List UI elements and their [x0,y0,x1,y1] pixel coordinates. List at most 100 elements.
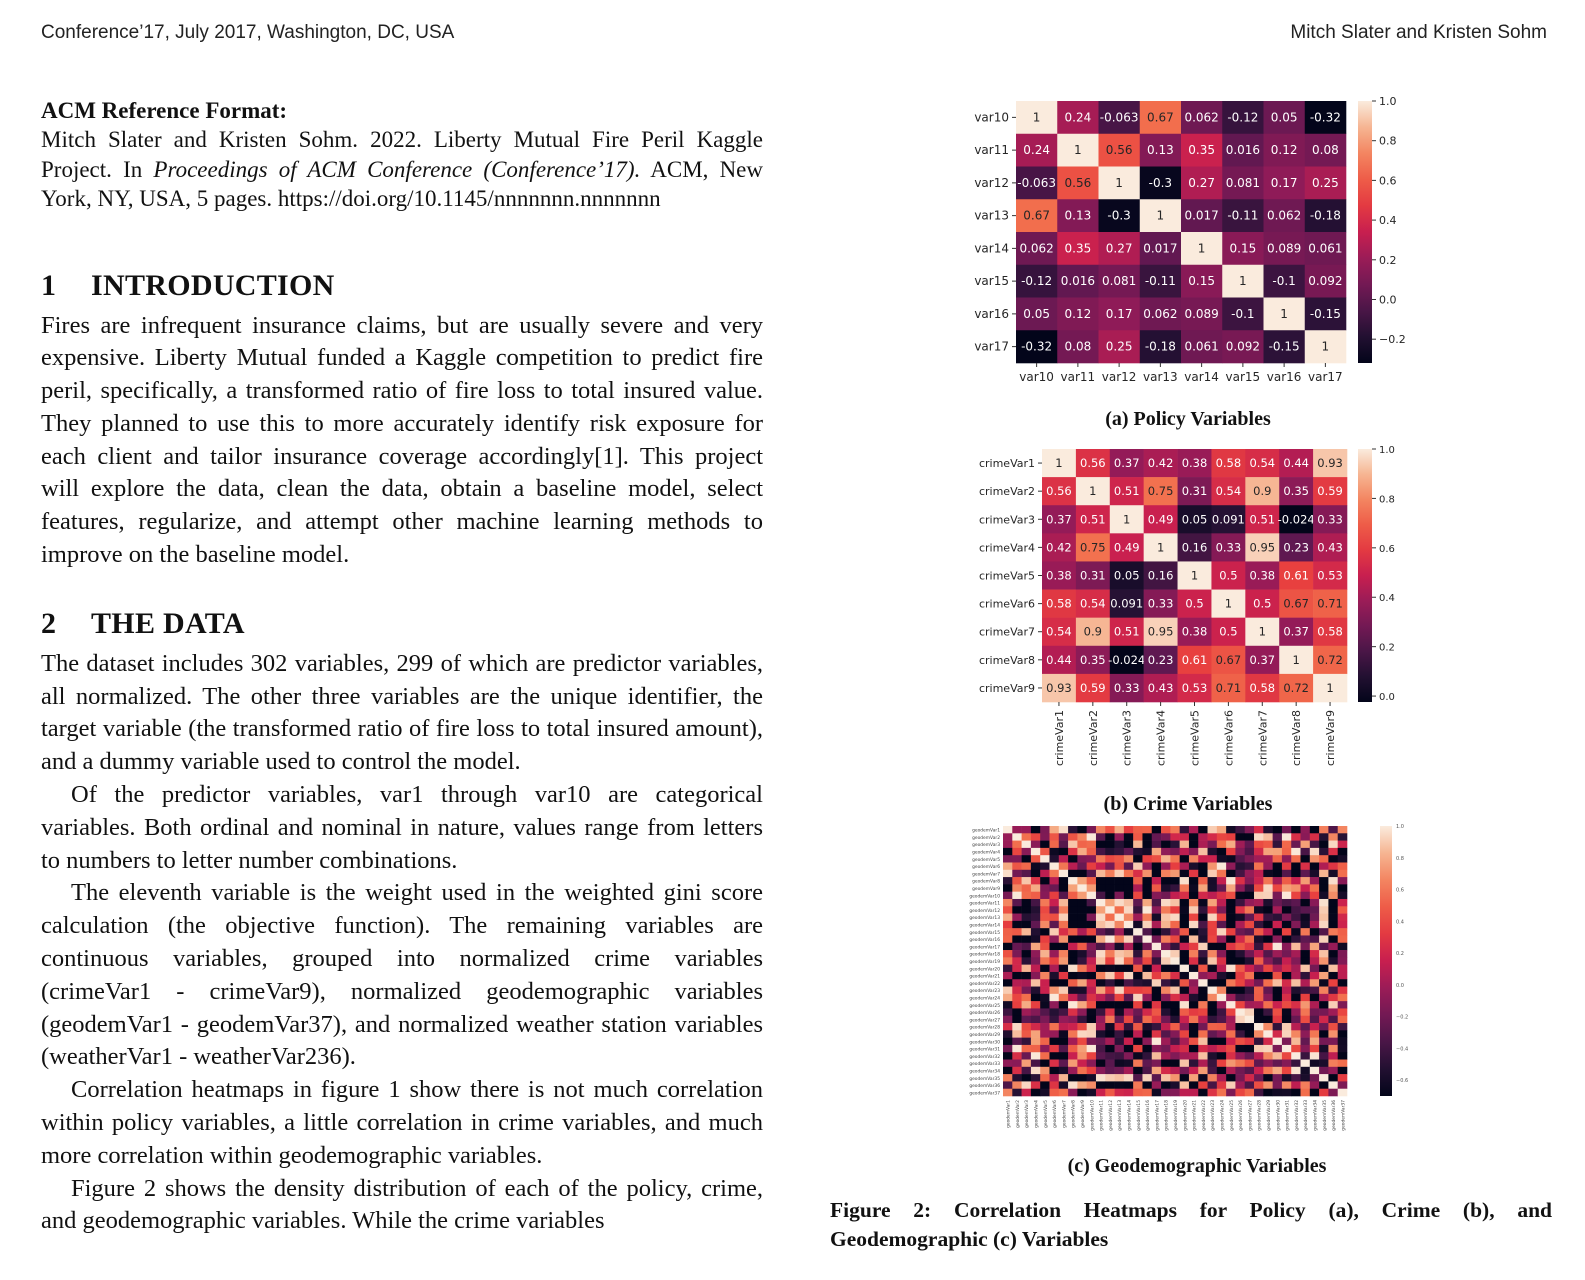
heatmap-cell [1095,862,1106,871]
x-tick-label: crimeVar2 [1087,710,1100,766]
heatmap-cell [1272,986,1283,995]
heatmap-cell [1226,986,1236,995]
heatmap-cell [1337,1081,1348,1090]
heatmap-cell [1012,1030,1022,1038]
heatmap-cell [1319,840,1329,849]
heatmap-cell [1049,855,1060,863]
heatmap-cell [1105,986,1115,995]
heatmap-cell [1300,979,1311,987]
heatmap-cell [1114,1030,1125,1038]
heatmap-cell [1188,833,1199,841]
heatmap-cell-value: 0.67 [1147,110,1174,124]
heatmap-cell-value: -0.32 [1310,110,1341,124]
heatmap-cell [1235,840,1246,849]
heatmap-cell [1319,971,1329,980]
heatmap-cell [1235,1030,1246,1038]
heatmap-cell [1016,133,1058,167]
heatmap-cell [1077,964,1087,973]
heatmap-cell [1095,898,1106,907]
heatmap-cell [1198,1015,1208,1024]
heatmap-cell [1021,1008,1032,1017]
heatmap-cell [1049,906,1060,914]
heatmap-cell [1058,847,1069,856]
heatmap-cell [1040,1015,1050,1024]
heatmap-cell [1254,1001,1264,1009]
intro-paragraph: Fires are infrequent insurance claims, b… [41,311,763,569]
heatmap-cell-value: -0.063 [1100,110,1139,124]
heatmap-cell [1151,1088,1162,1097]
heatmap-cell [1161,826,1171,834]
colorbar-tick-label: 0.0 [1379,692,1395,703]
heatmap-cell [1281,935,1292,944]
heatmap-cell [1049,950,1060,958]
heatmap-cell [1142,1037,1153,1046]
heatmap-cell [1030,971,1041,980]
heatmap-cell [1170,855,1180,863]
heatmap-cell-value: 0.062 [1019,241,1053,255]
x-tick-label: geodemVar7 [1061,1100,1067,1128]
heatmap-cell [1068,898,1078,907]
heatmap-cell [1139,166,1182,200]
heatmap-cell-value: -0.11 [1227,209,1258,223]
heatmap-cell [1049,833,1060,841]
heatmap-cell [1075,617,1111,647]
heatmap-cell-value: 0.61 [1283,569,1309,583]
heatmap-cell [1309,1052,1320,1060]
heatmap-cell [1105,906,1115,914]
heatmap-cell [1300,1015,1311,1024]
heatmap-cell [1207,1023,1218,1031]
heatmap-cell [1114,833,1125,841]
heatmap-cell [1263,957,1273,965]
heatmap-cell [1058,855,1069,863]
heatmap-cell [1057,264,1099,298]
x-tick-label: var16 [1267,370,1302,384]
heatmap-cell-value: 0.15 [1188,274,1215,288]
heatmap-cell [1244,1008,1255,1017]
heatmap-cell [1337,1037,1348,1046]
heatmap-cell [1012,1037,1022,1046]
heatmap-cell [1198,935,1208,944]
heatmap-cell [1030,840,1041,849]
heatmap-cell [1337,1059,1348,1068]
heatmap-cell [1254,840,1264,849]
heatmap-cell [1058,1008,1069,1017]
heatmap-cell [1049,1081,1060,1090]
heatmap-cell [1216,869,1227,878]
heatmap-cell [1086,942,1097,951]
heatmap-cell [1170,1030,1180,1038]
heatmap-cell [1188,1081,1199,1090]
heatmap-cell [1030,884,1041,892]
heatmap-cell [1068,1015,1078,1024]
heatmap-cell [1095,928,1106,936]
heatmap-cell [1300,1037,1311,1046]
heatmap-cell [1003,942,1013,951]
heatmap-cell [1139,330,1182,364]
heatmap-cell [1077,1030,1087,1038]
heatmap-cell [1337,1074,1348,1082]
heatmap-cell-value: 0.58 [1216,456,1242,470]
heatmap-cell [1021,877,1032,885]
heatmap-cell [1263,1066,1273,1075]
heatmap-cell [1057,199,1099,233]
heatmap-cell [1030,920,1041,929]
heatmap-cell [1133,993,1143,1002]
heatmap-cell [1235,1059,1246,1068]
heatmap-cell [1188,884,1199,892]
heatmap-cell-value: 0.16 [1182,540,1208,554]
y-tick-label: geodemVar10 [969,893,1000,899]
heatmap-cell [1211,673,1246,703]
heatmap-cell [1198,906,1208,914]
heatmap-cell [1114,884,1125,892]
heatmap-cell [1337,920,1348,929]
x-tick-label: geodemVar22 [1201,1100,1207,1131]
heatmap-cell [1095,913,1106,922]
heatmap-cell [1263,133,1306,167]
heatmap-cell [1170,979,1180,987]
heatmap-cell [1198,928,1208,936]
heatmap-cell [1319,979,1329,987]
heatmap-cell [1281,1037,1292,1046]
x-tick-label: crimeVar1 [1053,710,1066,766]
heatmap-cell-value: 0.091 [1212,512,1245,526]
heatmap-cell [1042,617,1077,647]
heatmap-cell [1021,1059,1032,1068]
